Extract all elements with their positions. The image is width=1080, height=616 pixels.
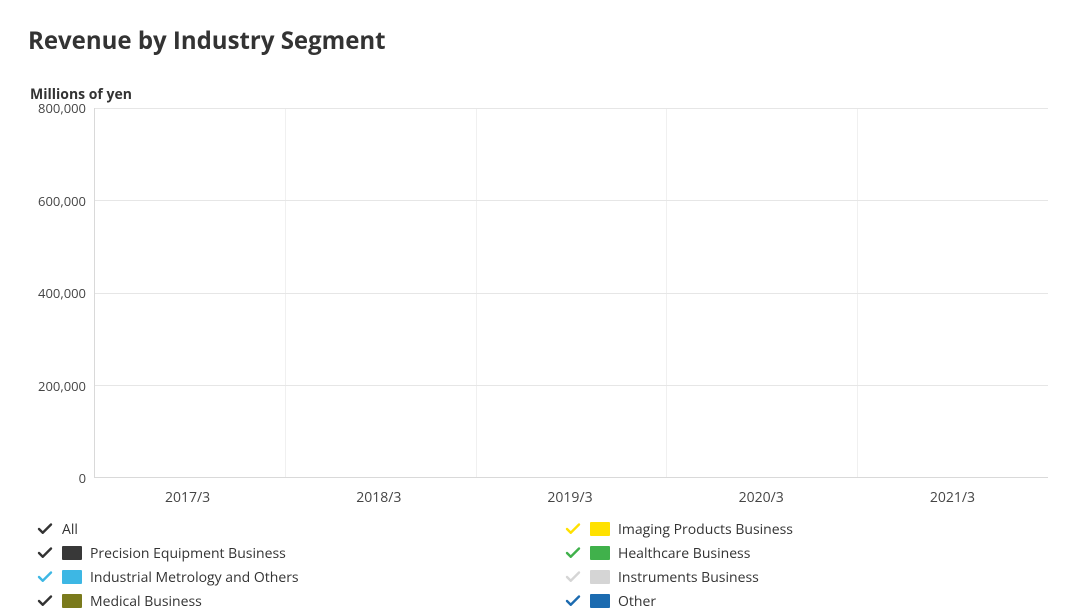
chart-title: Revenue by Industry Segment: [28, 24, 1052, 57]
legend-label: All: [62, 520, 78, 539]
legend-swatch: [62, 594, 82, 608]
check-icon: [36, 520, 54, 538]
legend-item-imaging_products[interactable]: Imaging Products Business: [564, 518, 1052, 540]
legend-label: Instruments Business: [618, 568, 759, 587]
legend-swatch: [590, 546, 610, 560]
legend-item-precision_equipment[interactable]: Precision Equipment Business: [36, 542, 524, 564]
gridline: [95, 108, 1048, 109]
legend-label: Other: [618, 592, 656, 611]
legend-item-healthcare[interactable]: Healthcare Business: [564, 542, 1052, 564]
legend-item-other[interactable]: Other: [564, 590, 1052, 612]
y-tick-label: 800,000: [38, 99, 86, 117]
legend-label: Precision Equipment Business: [90, 544, 286, 563]
gridline: [95, 385, 1048, 386]
y-tick-label: 400,000: [38, 284, 86, 302]
check-icon: [36, 544, 54, 562]
y-tick-label: 200,000: [38, 377, 86, 395]
gridline: [95, 200, 1048, 201]
chart-area: 0200,000400,000600,000800,000: [30, 108, 1052, 478]
legend-swatch: [590, 522, 610, 536]
x-tick-label: 2021/3: [857, 478, 1048, 510]
legend-swatch: [590, 570, 610, 584]
legend-item-all[interactable]: All: [36, 518, 524, 540]
check-icon: [564, 544, 582, 562]
x-axis: 2017/32018/32019/32020/32021/3: [92, 478, 1048, 510]
check-icon: [36, 568, 54, 586]
x-tick-label: 2019/3: [474, 478, 665, 510]
legend: All Imaging Products Business Precision Eq…: [36, 518, 1052, 612]
legend-label: Medical Business: [90, 592, 202, 611]
x-tick-label: 2020/3: [666, 478, 857, 510]
legend-label: Industrial Metrology and Others: [90, 568, 299, 587]
legend-swatch: [62, 546, 82, 560]
check-icon: [564, 520, 582, 538]
check-icon: [564, 568, 582, 586]
legend-label: Healthcare Business: [618, 544, 750, 563]
legend-item-industrial_metrology[interactable]: Industrial Metrology and Others: [36, 566, 524, 588]
x-tick-label: 2018/3: [283, 478, 474, 510]
legend-label: Imaging Products Business: [618, 520, 793, 539]
plot-area: [94, 108, 1048, 478]
legend-swatch: [590, 594, 610, 608]
y-axis-label: Millions of yen: [30, 85, 1052, 104]
y-tick-label: 0: [79, 469, 86, 487]
legend-swatch: [62, 570, 82, 584]
gridline: [95, 293, 1048, 294]
legend-item-instruments[interactable]: Instruments Business: [564, 566, 1052, 588]
legend-item-medical[interactable]: Medical Business: [36, 590, 524, 612]
check-icon: [36, 592, 54, 610]
y-axis: 0200,000400,000600,000800,000: [30, 108, 94, 478]
x-tick-label: 2017/3: [92, 478, 283, 510]
check-icon: [564, 592, 582, 610]
y-tick-label: 600,000: [38, 192, 86, 210]
